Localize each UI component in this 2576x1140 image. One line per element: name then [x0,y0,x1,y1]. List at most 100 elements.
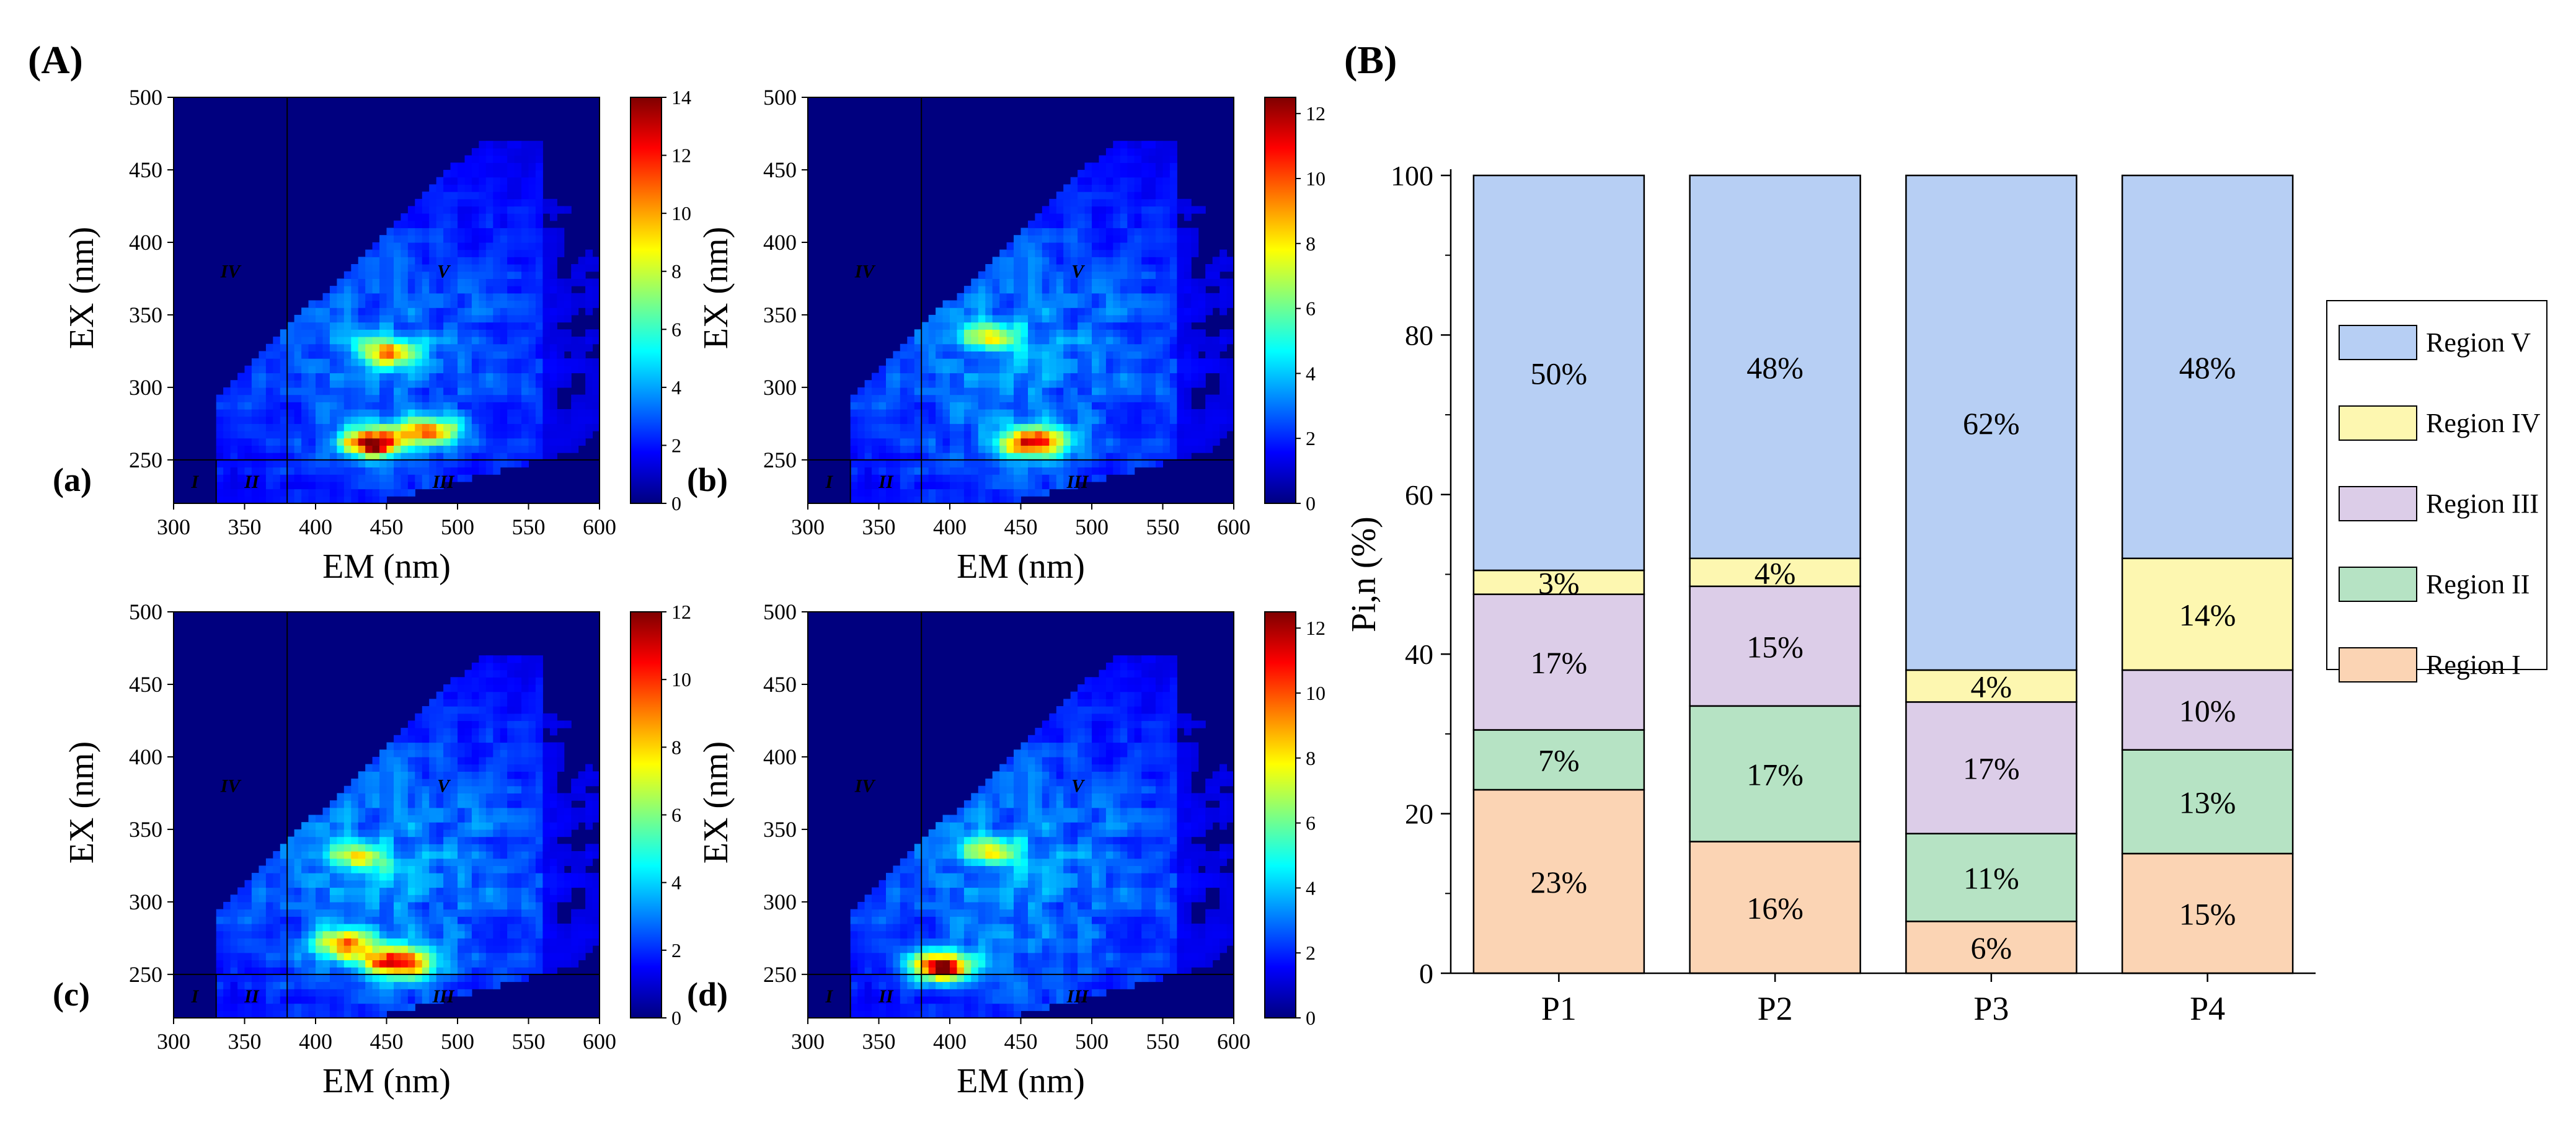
bar-data-label: 50% [1531,356,1588,391]
x-tick-label: 600 [1217,515,1250,539]
bar-segment-p3-region-2 [1905,833,2078,922]
bar-segment-p2-region-2 [1689,705,1861,842]
colorbar-tick-label: 8 [671,736,681,758]
y-tick-label: 300 [763,375,797,400]
x-tick-label: 600 [583,1029,616,1054]
x-tick-label: 400 [299,515,332,539]
colorbar-tick-label: 12 [671,601,691,623]
subpanel-label: (c) [53,976,90,1013]
bar-segment-p1-region-4 [1472,569,1645,595]
bar-data-label: 4% [1971,669,2012,704]
x-category-label: P4 [2190,990,2225,1027]
x-category-label: P1 [1541,990,1577,1027]
colorbar-tick-label: 10 [1306,167,1326,190]
colorbar [630,611,662,1018]
y-axis-label: EX (nm) [63,741,101,864]
panel-label-a: (A) [28,38,83,82]
region-label: III [432,472,455,492]
colorbar-tick-label: 8 [1306,747,1316,769]
y-tick-label: 250 [129,448,162,472]
colorbar-tick-label: 6 [1306,812,1316,834]
y-tick-label: 80 [1405,319,1433,351]
region-label: V [437,776,451,797]
region-label: II [244,986,260,1007]
bar-segment-p1-region-2 [1472,729,1645,791]
region-label: IV [220,776,242,797]
bar-segment-p1-region-3 [1472,593,1645,731]
x-tick-label: 450 [1004,515,1038,539]
legend-swatch [2339,405,2417,441]
bar-data-label: 3% [1538,565,1580,600]
y-tick-label: 60 [1405,479,1433,511]
legend-item-label: Region V [2426,327,2531,358]
y-axis-label: EX (nm) [63,227,101,350]
subpanel-label: (d) [687,976,728,1013]
panel-label-b: (B) [1344,38,1397,82]
y-tick-label: 450 [763,157,797,182]
region-label: III [1066,986,1089,1007]
colorbar-tick-label: 0 [671,1007,681,1029]
x-tick-label: 600 [583,515,616,539]
subpanel-label: (a) [53,461,92,498]
heatmap-cells [216,141,600,504]
x-tick-label: 500 [1075,1029,1109,1054]
x-tick-label: 400 [933,1029,967,1054]
colorbar-tick-label: 8 [1306,232,1316,255]
colorbar-tick-label: 2 [671,939,681,961]
region-label: II [878,986,894,1007]
x-tick-label: 450 [1004,1029,1038,1054]
x-tick-label: 550 [1146,515,1180,539]
x-axis-label: EM (nm) [957,547,1085,586]
colorbar-tick-label: 14 [671,86,691,108]
x-tick-label: 600 [1217,1029,1250,1054]
colorbar-tick-label: 4 [1306,877,1316,899]
region-label: V [437,262,451,282]
bar-data-label: 15% [1746,629,1804,664]
legend: Region V Region IV Region III Region II Regi… [2326,300,2547,683]
y-tick-label: 250 [129,962,162,987]
bar-data-label: 16% [1746,891,1804,926]
bar-data-label: 7% [1538,743,1580,778]
y-tick-label: 350 [129,303,162,327]
bar-data-label: 48% [2179,350,2236,385]
colorbar-tick-label: 12 [671,144,691,167]
colorbar-tick-label: 0 [1306,492,1316,515]
region-label: V [1071,776,1086,797]
y-tick-label: 250 [763,448,797,472]
colorbar-tick-label: 8 [671,260,681,283]
bar-data-label: 15% [2179,896,2236,931]
bar-segment-p4-region-1 [2121,852,2294,974]
colorbar-tick-label: 4 [671,872,681,894]
heatmap-cells [216,655,600,1018]
legend-item-label: Region III [2426,488,2539,519]
colorbar [630,97,662,504]
colorbar-tick-label: 2 [1306,427,1316,449]
y-axis-label: Pi,n (%) [1345,516,1383,632]
bar-data-label: 14% [2179,598,2236,632]
colorbar-tick-label: 6 [671,318,681,340]
colorbar-tick-label: 4 [671,376,681,399]
bar-segment-p4-region-3 [2121,669,2294,751]
y-tick-label: 0 [1419,958,1433,989]
legend-swatch [2339,325,2417,360]
region-label: III [432,986,455,1007]
x-tick-label: 350 [228,1029,262,1054]
y-tick-label: 300 [129,375,162,400]
bar-segment-p1-region-5 [1472,174,1645,572]
x-tick-label: 400 [933,515,967,539]
legend-frame [2326,300,2547,670]
x-axis-label: EM (nm) [957,1062,1085,1100]
bar-data-label: 10% [2179,693,2236,728]
y-tick-label: 400 [129,230,162,255]
bar-segment-p3-region-5 [1905,174,2078,671]
region-label: V [1071,262,1086,282]
y-tick-label: 400 [763,230,797,255]
x-axis-label: EM (nm) [322,1062,451,1100]
bar-data-label: 6% [1971,930,2012,965]
region-label: III [1066,472,1089,492]
legend-item-label: Region I [2426,650,2521,680]
bar-data-label: 23% [1531,865,1588,899]
x-tick-label: 300 [791,1029,825,1054]
